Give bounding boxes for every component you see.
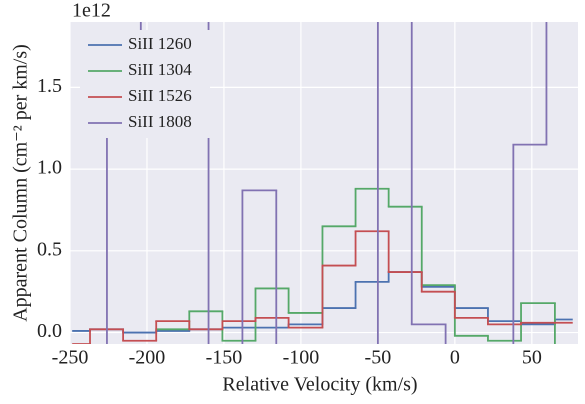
x-tick-label: 0 <box>450 347 460 369</box>
legend-label: SiII 1260 <box>128 34 192 53</box>
x-tick-label: -50 <box>365 347 392 369</box>
legend <box>80 30 210 138</box>
y-tick-label: 0.5 <box>37 238 62 260</box>
offset-label: 1e12 <box>72 0 111 22</box>
y-tick-label: 0.0 <box>37 320 62 342</box>
x-tick-label: -150 <box>206 347 243 369</box>
legend-label: SiII 1304 <box>128 60 192 79</box>
legend-label: SiII 1526 <box>128 86 192 105</box>
x-tick-label: -100 <box>283 347 320 369</box>
x-tick-label: -200 <box>129 347 166 369</box>
x-axis-label: Relative Velocity (km/s) <box>222 374 417 396</box>
x-tick-label: -250 <box>52 347 89 369</box>
legend-label: SiII 1808 <box>128 112 192 131</box>
y-axis-label: Apparent Column (cm⁻² per km/s) <box>10 44 32 322</box>
x-tick-label: 50 <box>522 347 542 369</box>
y-tick-label: 1.5 <box>37 75 62 97</box>
y-tick-label: 1.0 <box>37 157 62 179</box>
